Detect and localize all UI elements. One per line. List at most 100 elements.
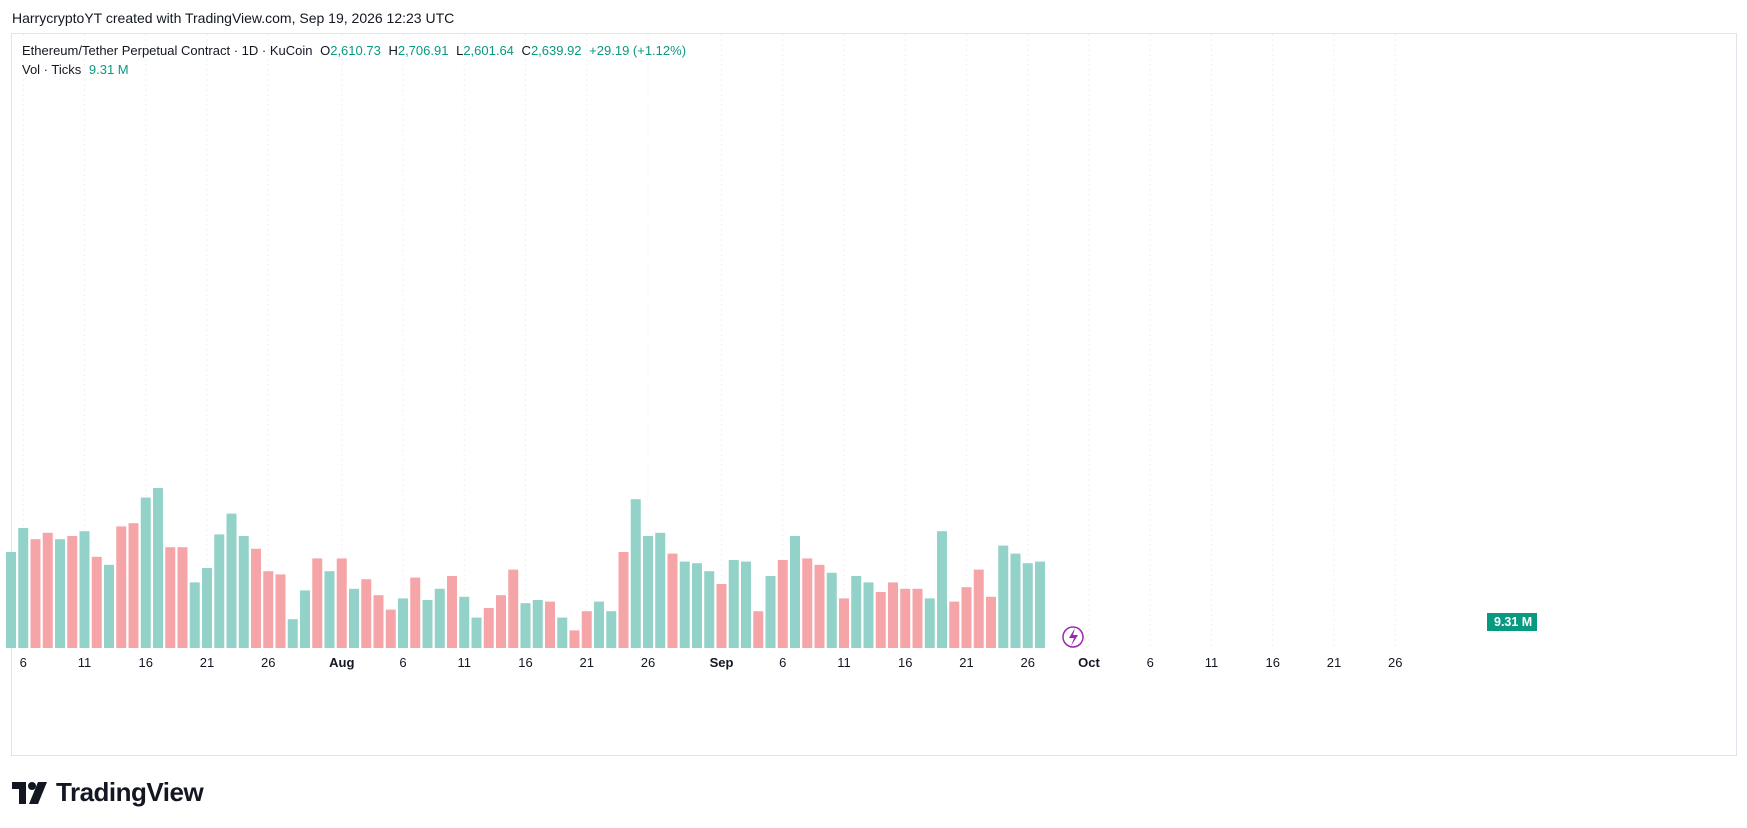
volume-bar (961, 587, 972, 648)
volume-bar (91, 556, 102, 648)
volume-bar (606, 611, 617, 648)
volume-bar (336, 558, 347, 648)
volume-bar (177, 547, 188, 648)
x-axis-tick-label: 26 (261, 655, 275, 670)
low-label: L (456, 43, 464, 58)
volume-bar (912, 588, 923, 648)
x-axis-tick-label: 6 (20, 655, 27, 670)
volume-label-box (1487, 613, 1537, 631)
volume-bar (545, 601, 555, 648)
volume-bar (569, 630, 580, 648)
chart-frame (11, 33, 1737, 756)
volume-bar (287, 619, 298, 648)
volume-bar (937, 531, 947, 648)
volume-bar (165, 547, 176, 648)
volume-bar (471, 617, 482, 648)
volume-bar (863, 582, 874, 648)
x-axis-tick-label: 11 (458, 655, 472, 670)
volume-bar (728, 560, 739, 648)
volume-bar (214, 534, 225, 648)
x-axis-tick-label: 26 (641, 655, 655, 670)
volume-bar (949, 601, 960, 648)
volume-bar (6, 552, 16, 648)
x-axis-tick-label: 6 (1147, 655, 1154, 670)
x-axis-tick-label: Sep (710, 655, 734, 670)
volume-label-text: 9.31 M (1494, 615, 1532, 629)
volume-bar (875, 592, 886, 648)
lightning-icon-bolt (1069, 628, 1078, 646)
volume-bar (116, 526, 127, 648)
change-value: +29.19 (+1.12%) (589, 43, 687, 58)
volume-bar (79, 531, 90, 648)
volume-bar (973, 569, 984, 648)
x-axis-tick-label: 11 (837, 655, 851, 670)
volume-bar (422, 600, 433, 648)
x-axis-tick-label: 16 (898, 655, 912, 670)
x-axis-tick-label: 16 (1266, 655, 1280, 670)
volume-bar (716, 584, 727, 648)
volume-bar (508, 569, 519, 648)
volume-bar (55, 539, 65, 648)
volume-bar (349, 588, 359, 648)
x-axis-tick-label: 6 (779, 655, 786, 670)
volume-bar (851, 576, 862, 648)
high-value: 2,706.91 (397, 43, 449, 58)
volume-bar (30, 539, 41, 648)
chart-credit: HarrycryptoYT created with TradingView.c… (12, 10, 455, 26)
x-axis-tick-label: 6 (399, 655, 406, 670)
volume-bar (900, 588, 911, 648)
volume-bar (300, 590, 310, 648)
volume-bar (496, 595, 506, 648)
volume-bar (924, 598, 935, 648)
volume-bar (704, 571, 715, 648)
volume-bar (398, 598, 408, 648)
volume-bar (888, 582, 898, 648)
volume-bar (520, 603, 531, 648)
volume-bar (667, 553, 678, 648)
volume-bar (777, 560, 788, 648)
volume-bar (67, 536, 78, 648)
high-label: H (388, 43, 398, 58)
volume-bar (140, 497, 151, 648)
open-label: O (320, 43, 331, 58)
volume-bar (189, 582, 200, 648)
x-axis-tick-label: 21 (959, 655, 973, 670)
volume-bar (765, 576, 776, 648)
symbol-title[interactable]: Ethereum/Tether Perpetual Contract · 1D … (22, 43, 313, 58)
volume-bar (998, 545, 1009, 648)
volume-bar (263, 571, 274, 648)
tradingview-logo[interactable]: TradingView (12, 777, 204, 808)
volume-bar (643, 536, 653, 648)
volume-bar (275, 574, 286, 648)
volume-bar (692, 563, 702, 648)
volume-bar (594, 601, 604, 648)
volume-bar (1035, 561, 1045, 648)
volume-bar (42, 532, 53, 648)
volume-bar (202, 568, 212, 648)
x-axis-tick-label: 21 (1327, 655, 1341, 670)
x-axis-tick-label: 26 (1021, 655, 1035, 670)
x-axis-tick-label: 21 (580, 655, 594, 670)
x-axis-tick-label: 11 (78, 655, 92, 670)
volume-label[interactable]: Vol · Ticks (22, 62, 82, 77)
volume-bar (385, 609, 396, 648)
volume-bar (532, 600, 543, 648)
volume-bar (459, 596, 470, 648)
volume-bar (557, 617, 568, 648)
x-axis-tick-label: 16 (139, 655, 153, 670)
volume-bar (790, 536, 800, 648)
x-axis-tick-label: 11 (1205, 655, 1219, 670)
volume-bar (312, 558, 323, 648)
volume-bar (251, 548, 261, 648)
volume-bar (802, 558, 813, 648)
volume-bar (986, 596, 996, 648)
volume-bar (361, 579, 372, 648)
volume-bar (238, 536, 249, 648)
volume-bar (679, 561, 690, 648)
open-value: 2,610.73 (330, 43, 381, 58)
volume-bar (753, 611, 764, 648)
volume-bar (618, 552, 629, 648)
volume-bar (324, 571, 335, 648)
low-value: 2,601.64 (463, 43, 514, 58)
